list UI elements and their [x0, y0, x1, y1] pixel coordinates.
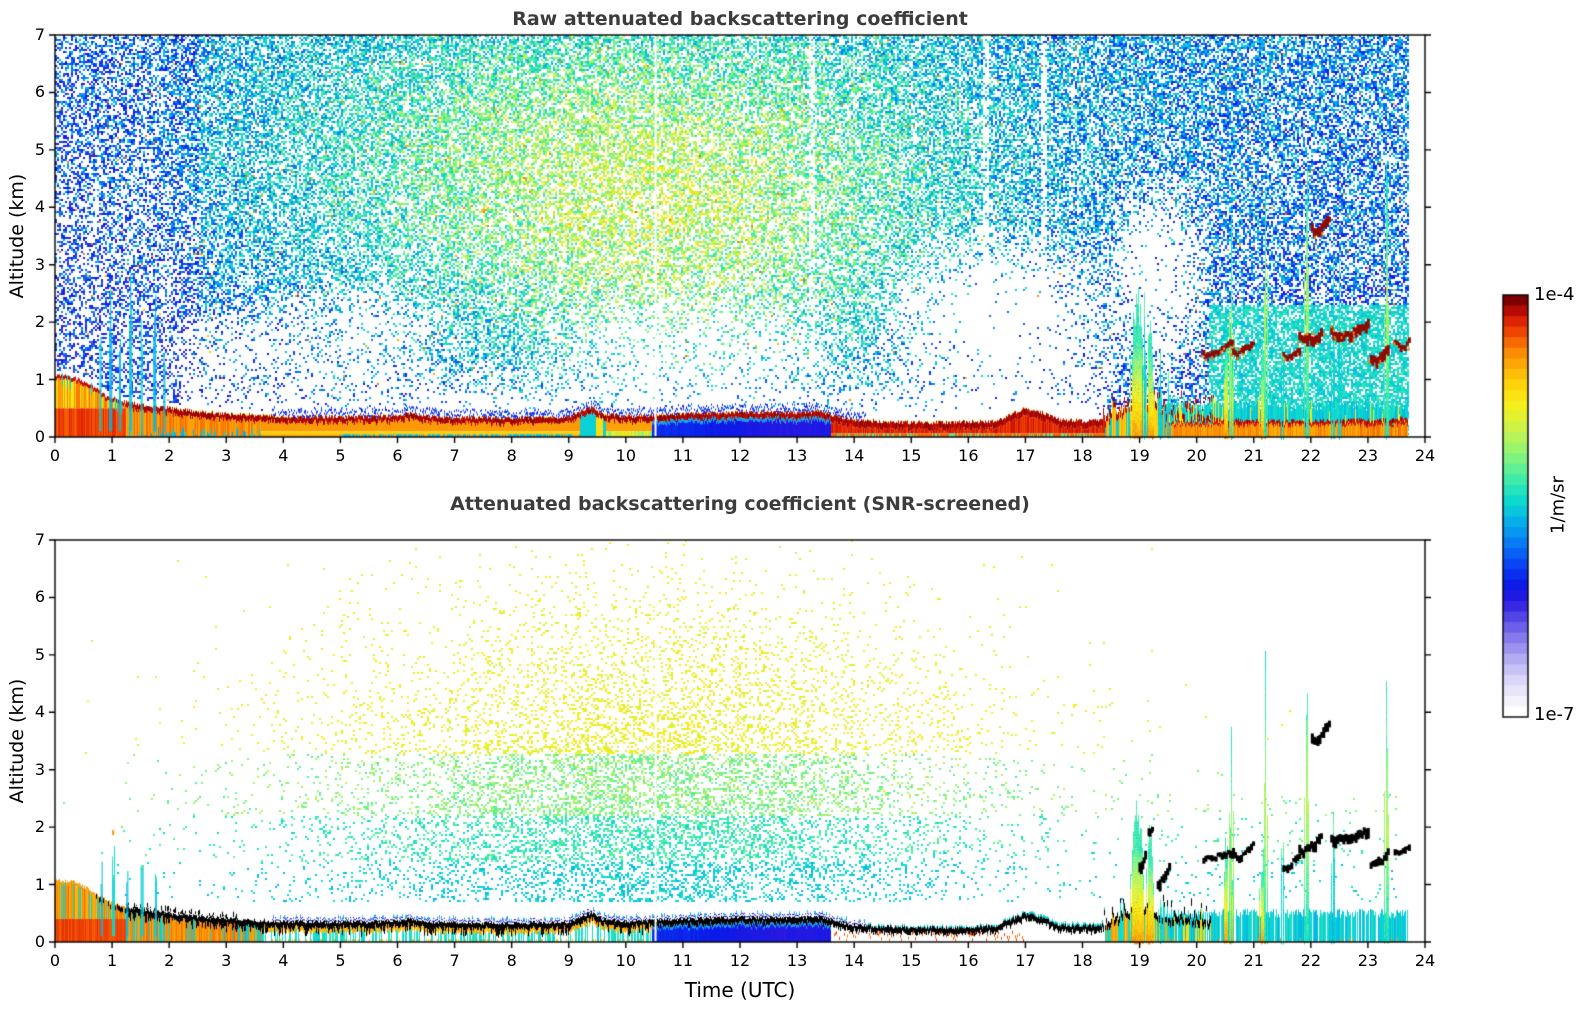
bottom-plot-x-tick-label: 14 — [843, 951, 865, 970]
bottom-plot-x-tick-label: 10 — [615, 951, 636, 970]
top-plot-x-tick-label: 15 — [901, 446, 922, 465]
top-plot-x-tick-label: 12 — [729, 446, 751, 465]
top-plot-y-tick-label: 0 — [34, 427, 45, 446]
top-plot-x-tick-label: 19 — [1129, 446, 1150, 465]
bottom-plot-x-tick-label: 1 — [106, 951, 118, 970]
x-axis-label: Time (UTC) — [684, 978, 796, 1002]
bottom-plot-x-tick-label: 24 — [1414, 951, 1436, 970]
bottom-plot-x-tick-label: 20 — [1186, 951, 1207, 970]
top-plot-x-tick-label: 0 — [49, 446, 61, 465]
bottom-plot-y-tick-label: 4 — [34, 702, 45, 722]
bottom-plot-x-tick-label: 18 — [1072, 951, 1093, 970]
bottom-plot-x-tick-label: 5 — [335, 951, 346, 970]
top-plot-x-tick-label: 1 — [106, 446, 118, 465]
bottom-plot-x-tick-label: 23 — [1357, 951, 1379, 970]
top-plot-y-tick-label: 1 — [34, 369, 45, 389]
bottom-plot-x-tick-label: 22 — [1300, 951, 1321, 970]
top-plot-y-tick-label: 2 — [34, 312, 45, 332]
top-plot-y-tick-label: 3 — [34, 254, 45, 274]
colorbar-unit-label: 1/m/sr — [1547, 476, 1569, 534]
top-plot-x-tick-label: 11 — [672, 446, 694, 465]
top-plot-x-tick-label: 6 — [392, 446, 403, 465]
top-plot-y-tick-label: 5 — [34, 139, 45, 159]
colorbar-max-label: 1e-4 — [1534, 284, 1575, 305]
top-plot-x-tick-label: 10 — [615, 446, 636, 465]
bottom-plot-x-tick-label: 19 — [1129, 951, 1150, 970]
bottom-plot-x-tick-label: 3 — [221, 951, 232, 970]
bottom-plot-y-tick-label: 0 — [34, 932, 45, 951]
top-plot-x-tick-label: 5 — [335, 446, 346, 465]
bottom-plot-x-tick-label: 21 — [1243, 951, 1264, 970]
top-plot-x-tick-label: 21 — [1243, 446, 1264, 465]
bottom-plot-y-tick-label: 3 — [34, 759, 45, 779]
bottom-plot-x-tick-label: 6 — [392, 951, 403, 970]
bottom-plot-y-tick-label: 7 — [34, 530, 45, 549]
bottom-plot-x-tick-label: 0 — [49, 951, 61, 970]
top-plot-x-tick-label: 2 — [164, 446, 175, 465]
bottom-plot-x-tick-label: 11 — [672, 951, 694, 970]
top-plot-x-tick-label: 4 — [278, 446, 289, 465]
top-plot-x-tick-label: 18 — [1072, 446, 1093, 465]
bottom-plot-y-tick-label: 6 — [34, 587, 45, 607]
top-plot-y-tick-label: 7 — [34, 25, 45, 44]
bottom-plot-x-tick-label: 12 — [729, 951, 751, 970]
top-plot-x-tick-label: 3 — [221, 446, 232, 465]
top-plot-x-tick-label: 13 — [786, 446, 808, 465]
top-plot-y-tick-label: 4 — [34, 197, 45, 217]
bottom-plot-x-tick-label: 4 — [278, 951, 289, 970]
top-plot-x-tick-label: 7 — [449, 446, 460, 465]
top-plot-x-tick-label: 17 — [1015, 446, 1036, 465]
top-y-axis-label: Altitude (km) — [6, 173, 28, 299]
bottom-plot-y-tick-label: 2 — [34, 817, 45, 837]
top-plot-x-tick-label: 20 — [1186, 446, 1207, 465]
top-plot-x-tick-label: 8 — [506, 446, 517, 465]
top-plot-x-tick-label: 16 — [958, 446, 979, 465]
top-plot-y-tick-label: 6 — [34, 82, 45, 102]
bottom-plot-x-tick-label: 17 — [1015, 951, 1036, 970]
top-plot-x-tick-label: 23 — [1357, 446, 1379, 465]
bottom-y-axis-label: Altitude (km) — [6, 678, 28, 804]
bottom-plot-x-tick-label: 16 — [958, 951, 979, 970]
bottom-plot-y-tick-label: 1 — [34, 874, 45, 894]
top-plot-x-tick-label: 24 — [1414, 446, 1436, 465]
bottom-plot-x-tick-label: 8 — [506, 951, 517, 970]
top-plot-x-tick-label: 14 — [843, 446, 865, 465]
bottom-plot-y-tick-label: 5 — [34, 644, 45, 664]
bottom-plot-title: Attenuated backscattering coefficient (S… — [450, 493, 1030, 515]
bottom-plot-x-tick-label: 13 — [786, 951, 808, 970]
bottom-plot-x-tick-label: 9 — [563, 951, 574, 970]
bottom-plot-x-tick-label: 7 — [449, 951, 460, 970]
top-plot-title: Raw attenuated backscattering coefficien… — [512, 8, 968, 30]
top-plot-x-tick-label: 9 — [563, 446, 574, 465]
bottom-plot-x-tick-label: 2 — [164, 951, 175, 970]
colorbar-min-label: 1e-7 — [1534, 704, 1575, 725]
top-plot-x-tick-label: 22 — [1300, 446, 1321, 465]
bottom-plot-x-tick-label: 15 — [901, 951, 922, 970]
